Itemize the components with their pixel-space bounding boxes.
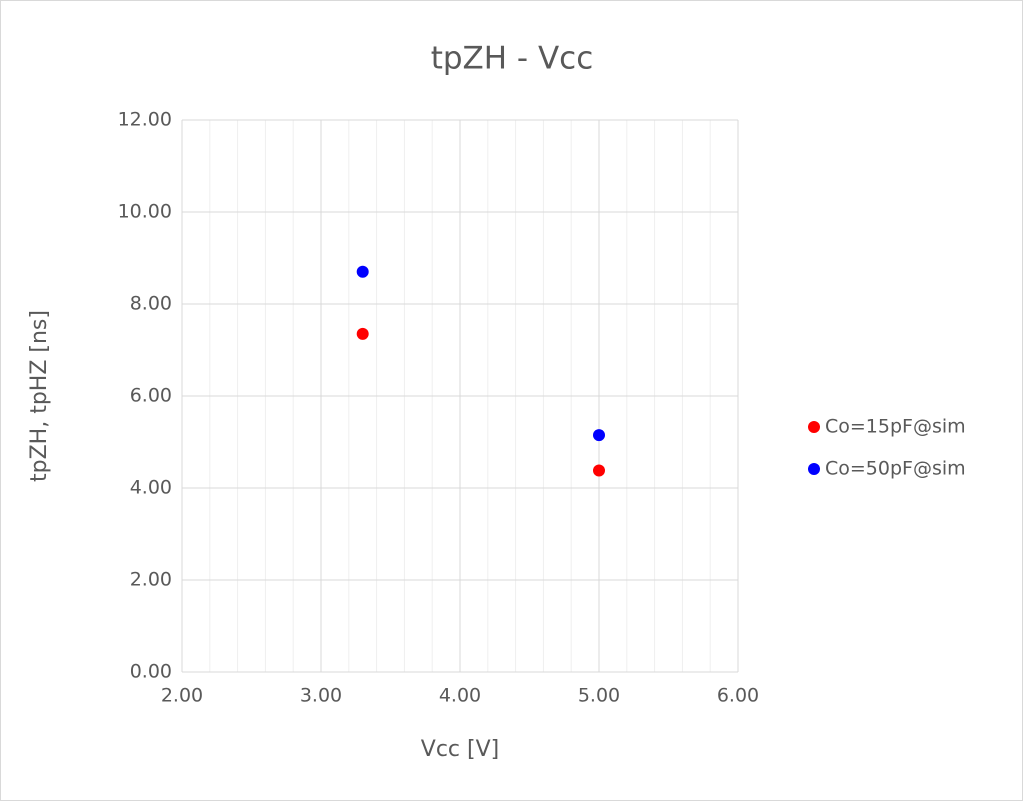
x-tick-label: 3.00 — [300, 685, 342, 707]
point — [356, 327, 369, 340]
y-tick-label: 8.00 — [130, 293, 172, 315]
legend-marker — [808, 421, 820, 433]
y-tick-label: 0.00 — [130, 661, 172, 683]
legend-marker — [808, 463, 820, 475]
x-tick-label: 6.00 — [717, 685, 759, 707]
x-axis-label: Vcc [V] — [421, 737, 499, 762]
legend-label: Co=15pF@sim — [825, 416, 966, 438]
legend-label: Co=50pF@sim — [825, 458, 966, 480]
point — [593, 464, 605, 477]
x-tick-label: 2.00 — [161, 685, 203, 707]
y-tick-label: 2.00 — [130, 569, 172, 591]
x-tick-label: 4.00 — [439, 685, 481, 707]
y-tick-label: 4.00 — [130, 477, 172, 499]
point — [593, 429, 605, 442]
y-tick-label: 12.00 — [118, 109, 172, 131]
chart-title: tpZH - Vcc — [431, 41, 594, 77]
point — [356, 265, 369, 278]
y-axis-label: tpZH, tpHZ [ns] — [27, 310, 52, 482]
x-tick-label: 5.00 — [578, 685, 620, 707]
y-tick-label: 10.00 — [118, 201, 172, 223]
y-tick-label: 6.00 — [130, 385, 172, 407]
